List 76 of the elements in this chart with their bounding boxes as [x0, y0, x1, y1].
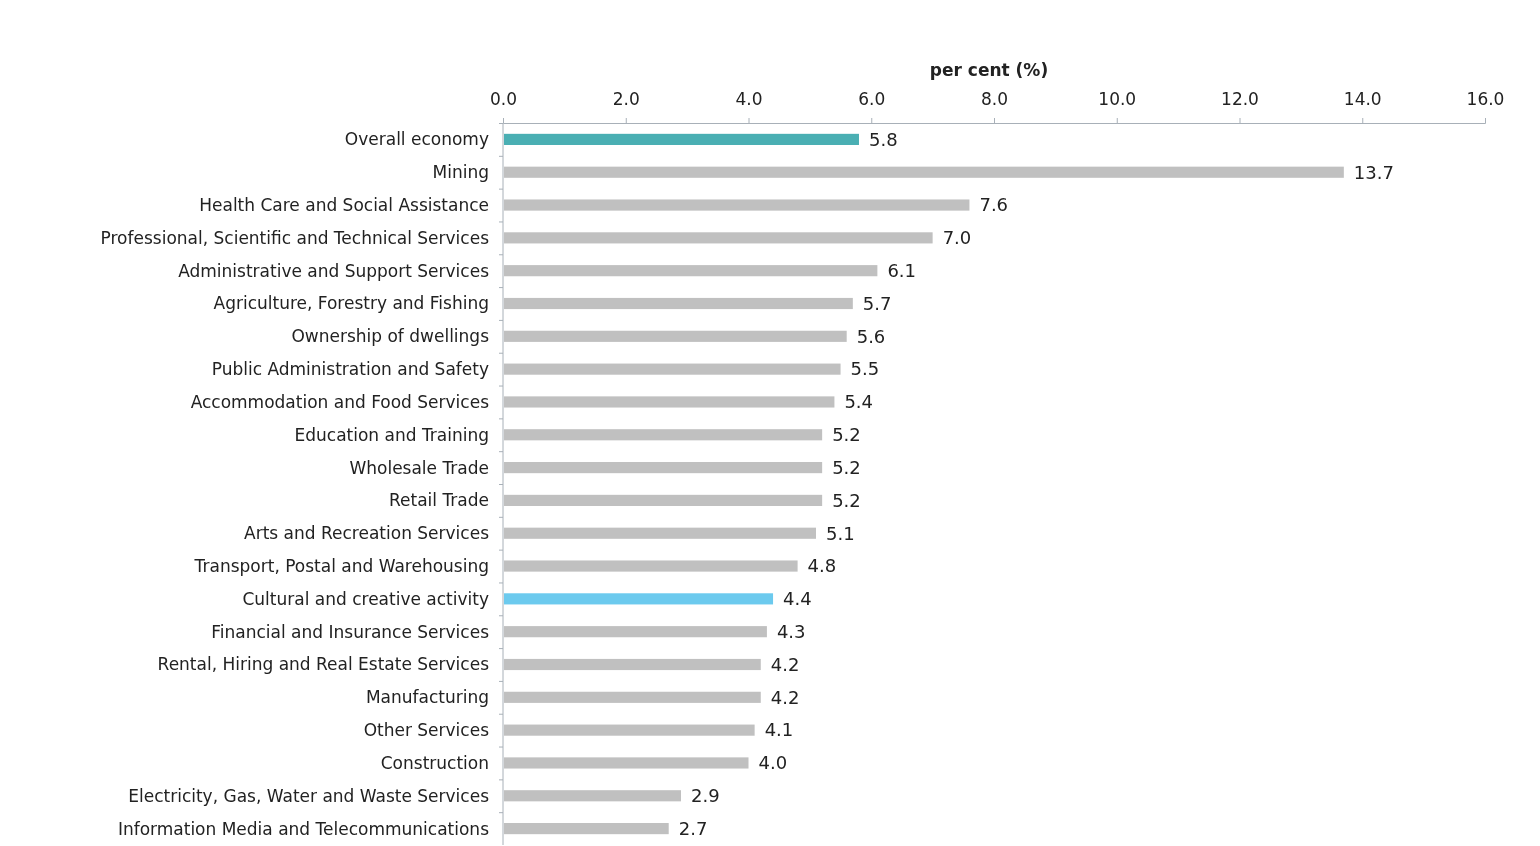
y-tick-label: Overall economy [344, 129, 489, 150]
data-label: 2.7 [678, 817, 708, 839]
y-tick-label: Manufacturing [365, 687, 489, 708]
x-tick-label: 14.0 [1343, 88, 1382, 109]
bar [504, 199, 970, 211]
x-tick-label: 4.0 [735, 88, 763, 109]
data-label: 5.1 [826, 522, 855, 544]
data-label: 5.6 [856, 325, 886, 347]
y-tick-label: Administrative and Support Services [178, 260, 490, 281]
bar [504, 724, 755, 736]
bar [504, 232, 933, 244]
x-tick-label: 0.0 [489, 88, 518, 109]
data-label: 5.7 [862, 292, 892, 314]
y-tick-label: Financial and Insurance Services [211, 621, 490, 642]
bar [504, 757, 749, 769]
y-tick-label: Education and Training [294, 424, 489, 445]
y-tick-label: Ownership of dwellings [291, 326, 490, 347]
data-label: 4.3 [776, 620, 806, 642]
y-tick-label: Other Services [363, 720, 490, 741]
y-tick-label: Cultural and creative activity [242, 588, 489, 609]
data-label: 5.5 [850, 358, 880, 380]
data-label: 4.4 [783, 588, 812, 610]
bar [504, 330, 847, 342]
data-label: 5.2 [832, 424, 861, 446]
data-label: 6.1 [887, 259, 917, 281]
data-label: 5.2 [832, 456, 861, 478]
data-label: 4.1 [764, 719, 794, 741]
data-label: 5.2 [832, 489, 861, 511]
x-axis-title: per cent (%) [929, 60, 1049, 80]
bar [504, 593, 774, 605]
x-tick-label: 8.0 [980, 88, 1009, 109]
x-tick-label: 12.0 [1221, 88, 1259, 109]
bar [504, 691, 761, 703]
data-label: 5.8 [868, 128, 898, 150]
bar [504, 626, 767, 638]
y-tick-label: Public Administration and Safety [211, 359, 489, 380]
data-label: 7.6 [979, 194, 1009, 216]
y-tick-label: Arts and Recreation Services [244, 523, 490, 544]
y-tick-label: Accommodation and Food Services [190, 391, 490, 412]
data-label: 13.7 [1353, 161, 1394, 183]
y-tick-label: Construction [380, 752, 489, 773]
bar [504, 790, 681, 802]
bar [504, 560, 798, 572]
x-tick-label: 16.0 [1466, 88, 1505, 109]
y-tick-label: Electricity, Gas, Water and Waste Services [128, 785, 490, 806]
y-tick-label: Wholesale Trade [349, 457, 489, 478]
data-label: 4.2 [770, 653, 800, 675]
bar [504, 297, 853, 310]
y-tick-label: Information Media and Telecommunications [117, 818, 490, 839]
y-tick-label: Mining [432, 162, 489, 183]
x-tick-label: 10.0 [1098, 88, 1137, 109]
y-tick-label: Transport, Postal and Warehousing [193, 556, 489, 576]
bar [504, 133, 859, 145]
bar [504, 363, 841, 375]
data-label: 4.8 [807, 555, 837, 577]
x-tick-label: 2.0 [612, 88, 640, 109]
bar [504, 527, 817, 539]
bar [504, 166, 1344, 178]
bar [504, 429, 823, 441]
bar [504, 462, 823, 474]
y-tick-label: Agriculture, Forestry and Fishing [213, 293, 489, 314]
bar [504, 658, 761, 671]
y-tick-label: Retail Trade [389, 490, 489, 511]
y-tick-label: Rental, Hiring and Real Estate Services [157, 654, 490, 675]
bar [504, 265, 878, 277]
data-label: 4.2 [770, 686, 800, 708]
data-label: 4.0 [758, 752, 788, 774]
y-tick-label: Health Care and Social Assistance [199, 195, 489, 215]
y-tick-label: Professional, Scientific and Technical Services [100, 227, 490, 248]
data-label: 2.9 [690, 785, 720, 807]
bar [504, 494, 823, 506]
x-tick-label: 6.0 [858, 88, 886, 109]
data-label: 7.0 [942, 227, 972, 249]
bar [504, 823, 669, 835]
data-label: 5.4 [844, 391, 874, 413]
bar [504, 396, 835, 408]
